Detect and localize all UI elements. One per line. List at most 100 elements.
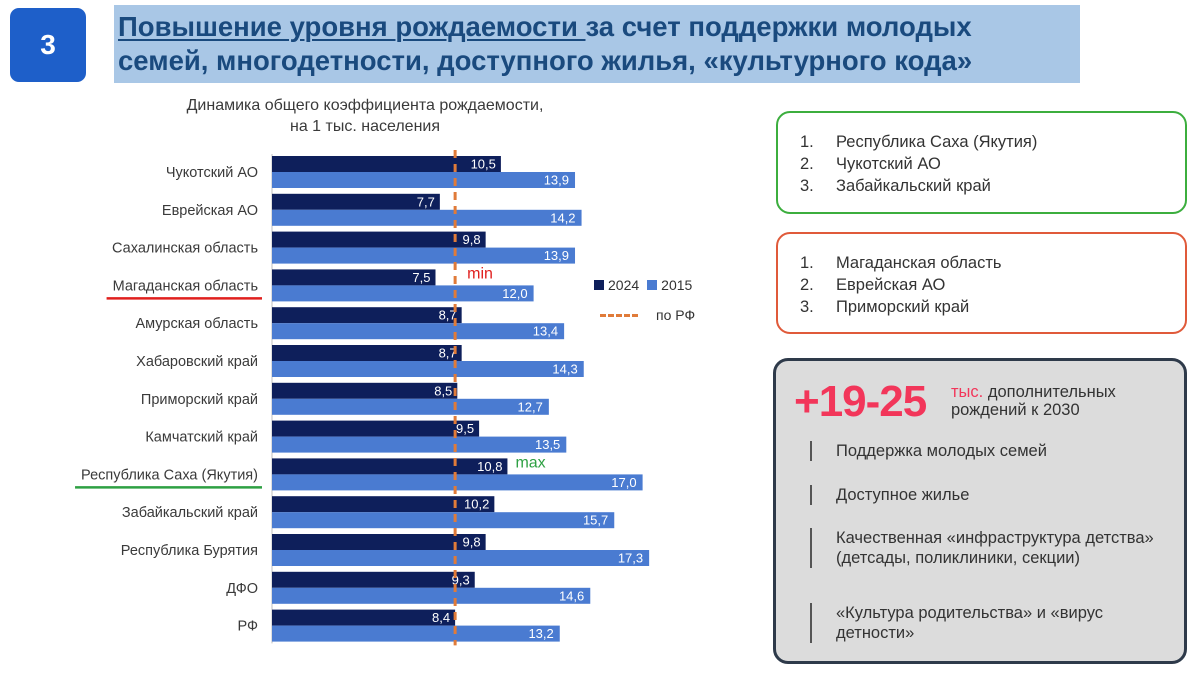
legend-reference-row: по РФ [594, 307, 695, 323]
list-item-number: 3. [800, 177, 814, 195]
bar-2024 [272, 307, 462, 324]
forecast-point: Доступное жилье [810, 485, 1176, 505]
chart-title-line2: на 1 тыс. населения [289, 118, 440, 135]
chart-legend: 2024 2015 по РФ [594, 277, 695, 323]
data-label-2024: 8,7 [439, 308, 457, 323]
annotation-min: min [467, 265, 493, 282]
bar-2015 [272, 436, 567, 453]
data-label-2024: 9,8 [463, 232, 481, 247]
bar-2015 [272, 398, 549, 415]
data-label-2015: 12,7 [518, 399, 543, 414]
slide-title: Повышение уровня рождаемости за счет под… [114, 5, 1080, 83]
legend-reference-label: по РФ [656, 307, 696, 323]
forecast-caption: тыс. дополнительных рождений к 2030 [951, 383, 1116, 419]
list-item-text: Забайкальский край [836, 177, 991, 195]
category-label: Магаданская область [113, 278, 258, 294]
list-item-number: 1. [800, 133, 814, 151]
list-item-text: Еврейская АО [836, 276, 946, 294]
legend-2024-swatch [594, 280, 604, 290]
data-label-2024: 10,2 [464, 497, 489, 512]
data-label-2015: 15,7 [583, 513, 608, 528]
category-label: Сахалинская область [112, 241, 258, 257]
bar-2015 [272, 512, 615, 529]
data-label-2024: 8,5 [434, 383, 452, 398]
category-label: Еврейская АО [162, 203, 258, 219]
category-label: Амурская область [136, 316, 259, 332]
bar-2024 [272, 345, 462, 361]
bar-2024 [272, 571, 475, 588]
category-label: Камчатский край [145, 430, 258, 446]
bar-2015 [272, 550, 650, 566]
list-item-number: 1. [800, 254, 814, 272]
list-item-text: Чукотский АО [836, 155, 941, 173]
data-label-2024: 9,5 [456, 421, 474, 436]
forecast-box: +19-25 тыс. дополнительных рождений к 20… [773, 358, 1187, 664]
bar-2024 [272, 193, 440, 210]
data-label-2015: 13,9 [544, 248, 569, 263]
list-item: 3. Забайкальский край [800, 175, 1185, 197]
category-label: Приморский край [141, 392, 258, 408]
data-label-2024: 10,5 [471, 157, 496, 172]
data-label-2015: 13,9 [544, 173, 569, 188]
chart-title: Динамика общего коэффициента рождаемости… [110, 95, 620, 137]
forecast-point: Качественная «инфраструктура детства» (д… [810, 528, 1176, 568]
data-label-2015: 14,6 [559, 588, 584, 603]
bar-2015 [272, 285, 534, 302]
bar-2024 [272, 458, 508, 475]
list-item-text: Республика Саха (Якутия) [836, 133, 1038, 151]
top-regions-box: 1. Республика Саха (Якутия) 2. Чукотский А… [776, 111, 1187, 214]
category-label: Чукотский АО [166, 165, 258, 181]
bar-2015 [272, 361, 584, 377]
category-label: Республика Саха (Якутия) [81, 467, 258, 483]
bar-2015 [272, 587, 591, 604]
data-label-2024: 8,7 [439, 346, 457, 361]
list-item-number: 3. [800, 298, 814, 316]
title-underlined-part: Повышение уровня рождаемости [118, 11, 586, 42]
title-line2: семей, многодетности, доступного жилья, … [118, 45, 973, 76]
category-label: Хабаровский край [136, 354, 258, 370]
bar-2015 [272, 625, 560, 642]
bar-2024 [272, 534, 486, 550]
list-item-number: 2. [800, 155, 814, 173]
list-item: 3. Приморский край [800, 296, 1185, 318]
slide-number-badge: 3 [10, 8, 86, 82]
bottom-regions-list: 1. Магаданская область 2. Еврейская АО 3. П… [778, 234, 1185, 318]
category-label: Забайкальский край [122, 505, 258, 521]
data-label-2024: 9,8 [463, 535, 481, 550]
data-label-2015: 13,4 [533, 324, 558, 339]
bar-2024 [272, 269, 436, 286]
title-line1-rest: за счет поддержки молодых [585, 11, 972, 42]
bar-2015 [272, 172, 576, 188]
bar-2015 [272, 323, 565, 340]
list-item-text: Магаданская область [836, 254, 1002, 272]
birth-rate-bar-chart: Чукотский АО 10,5 13,9 Еврейская АО 7,7 14,2 С… [75, 150, 650, 646]
forecast-point: «Культура родительства» и «вирус детност… [810, 603, 1176, 643]
data-label-2024: 8,4 [432, 610, 450, 625]
forecast-caption-line2: рождений к 2030 [951, 401, 1080, 419]
data-label-2015: 13,5 [535, 437, 560, 452]
data-label-2024: 10,8 [477, 459, 502, 474]
legend-reference-line [600, 313, 638, 317]
list-item-number: 2. [800, 276, 814, 294]
category-label: РФ [237, 619, 258, 635]
legend-2024-label: 2024 [608, 277, 640, 293]
forecast-unit: тыс. [951, 383, 984, 401]
bar-2024 [272, 496, 495, 513]
bar-2015 [272, 474, 643, 491]
annotation-max: max [515, 454, 545, 471]
category-label: Республика Бурятия [121, 543, 258, 559]
data-label-2015: 12,0 [502, 286, 527, 301]
list-item-text: Приморский край [836, 298, 970, 316]
bar-2015 [272, 247, 576, 264]
legend-2015-swatch [647, 280, 658, 290]
bar-2024 [272, 609, 456, 626]
list-item: 1. Магаданская область [800, 252, 1185, 274]
bar-2024 [272, 420, 480, 437]
list-item: 2. Чукотский АО [800, 153, 1185, 175]
list-item: 2. Еврейская АО [800, 274, 1185, 296]
bar-2024 [272, 156, 501, 172]
legend-2015-label: 2015 [661, 277, 693, 293]
data-label-2015: 14,3 [552, 362, 577, 377]
top-regions-list: 1. Республика Саха (Якутия) 2. Чукотский А… [778, 113, 1185, 197]
category-label: ДФО [226, 581, 258, 597]
